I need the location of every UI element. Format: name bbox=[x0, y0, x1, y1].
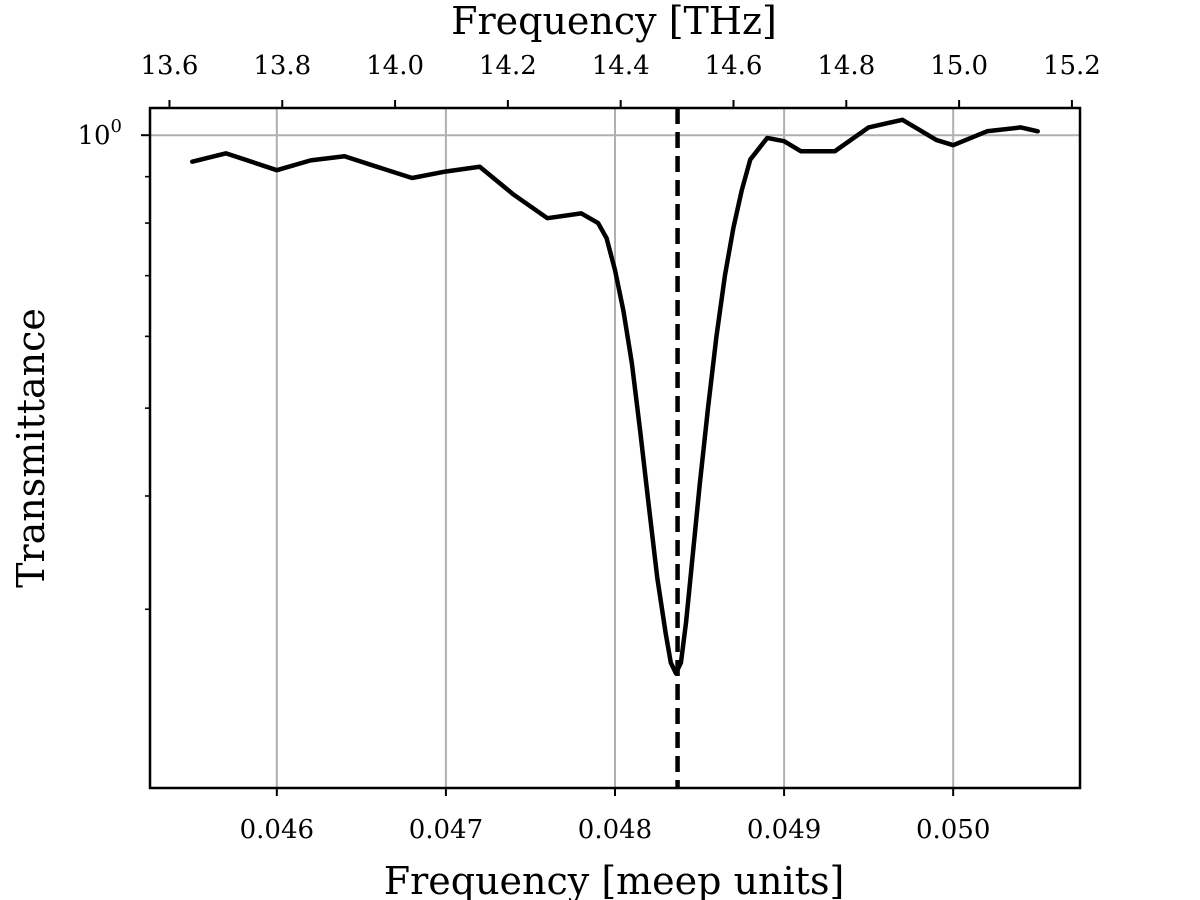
top-x-tick-label: 15.0 bbox=[930, 51, 988, 81]
top-x-tick-label: 14.2 bbox=[479, 51, 537, 81]
x-tick-label: 0.047 bbox=[409, 815, 483, 845]
y-axis-title: Transmittance bbox=[9, 308, 53, 588]
x-axis-title: Frequency [meep units] bbox=[384, 859, 845, 900]
y-major-tick-label: 100 bbox=[77, 116, 122, 151]
grid bbox=[150, 108, 1080, 788]
top-x-tick-label: 15.2 bbox=[1043, 51, 1101, 81]
x-tick-label: 0.048 bbox=[578, 815, 652, 845]
top-axis-title: Frequency [THz] bbox=[451, 0, 777, 43]
x-tick-label: 0.046 bbox=[240, 815, 314, 845]
x-tick-label: 0.049 bbox=[747, 815, 821, 845]
transmittance-line bbox=[190, 117, 1040, 676]
x-tick-label: 0.050 bbox=[916, 815, 990, 845]
top-x-tick-label: 13.8 bbox=[253, 51, 311, 81]
top-x-tick-label: 14.8 bbox=[817, 51, 875, 81]
axis-ticks: 0.046 0.047 0.048 0.049 0.050 13.6 13.8 14.0 14.… bbox=[77, 51, 1100, 845]
top-x-tick-label: 14.4 bbox=[592, 51, 650, 81]
top-x-tick-label: 14.6 bbox=[705, 51, 763, 81]
top-x-tick-label: 13.6 bbox=[141, 51, 199, 81]
top-x-tick-label: 14.0 bbox=[366, 51, 424, 81]
plot-marks bbox=[190, 108, 1040, 788]
